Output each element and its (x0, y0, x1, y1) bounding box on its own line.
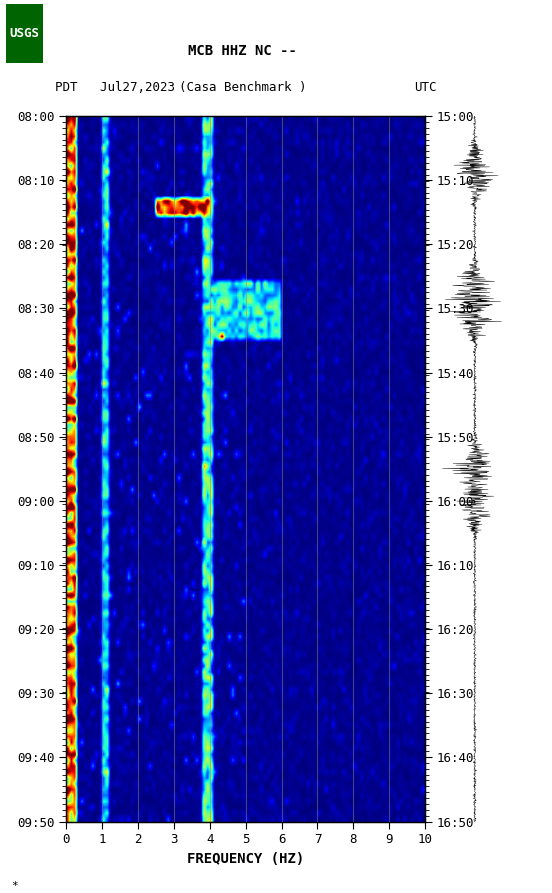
Text: MCB HHZ NC --: MCB HHZ NC -- (188, 44, 298, 58)
X-axis label: FREQUENCY (HZ): FREQUENCY (HZ) (187, 852, 304, 866)
Text: PDT   Jul27,2023: PDT Jul27,2023 (55, 80, 175, 94)
Text: UTC: UTC (414, 80, 436, 94)
Text: USGS: USGS (9, 27, 39, 40)
FancyBboxPatch shape (6, 4, 43, 63)
Text: *: * (11, 880, 18, 890)
Text: (Casa Benchmark ): (Casa Benchmark ) (179, 80, 306, 94)
